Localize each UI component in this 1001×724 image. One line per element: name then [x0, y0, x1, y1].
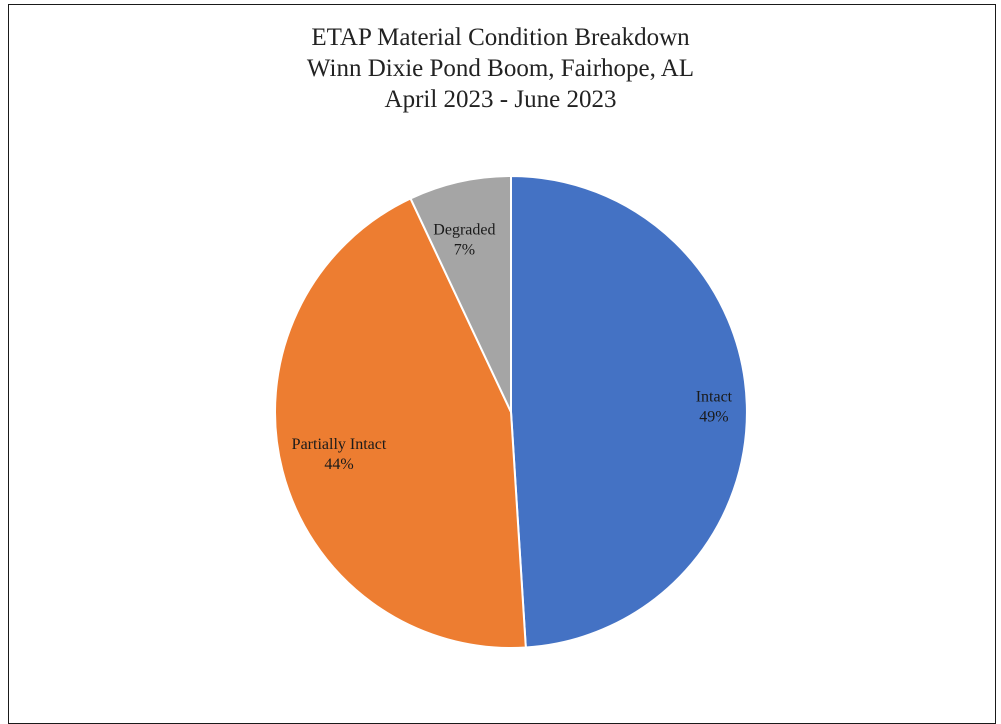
chart-title-line-2: Winn Dixie Pond Boom, Fairhope, AL: [306, 55, 695, 82]
chart-title-line-3: April 2023 - June 2023: [384, 86, 617, 113]
pie-slice-degraded: [409, 175, 512, 413]
pie-chart: Intact 49% Partially Intact 44% Degraded 7%: [274, 175, 748, 649]
chart-title: ETAP Material Condition Breakdown Winn D…: [0, 22, 1001, 115]
slice-percent-label: 7%: [454, 242, 475, 259]
slice-label-partially-intact: Partially Intact 44%: [292, 436, 387, 473]
pie-labels: Intact 49% Partially Intact 44% Degraded 7%: [292, 222, 733, 474]
slice-percent-label: 49%: [699, 409, 728, 426]
slice-category-name: Degraded: [433, 222, 495, 239]
slice-label-degraded: Degraded 7%: [433, 222, 495, 259]
slice-label-intact: Intact 49%: [696, 389, 733, 426]
slice-category-name: Intact: [696, 389, 733, 406]
slice-category-name: Partially Intact: [292, 436, 387, 453]
pie-slices: [274, 175, 748, 649]
slice-percent-label: 44%: [324, 456, 353, 473]
chart-title-line-1: ETAP Material Condition Breakdown: [311, 24, 690, 51]
pie-slice-intact: [510, 175, 748, 649]
